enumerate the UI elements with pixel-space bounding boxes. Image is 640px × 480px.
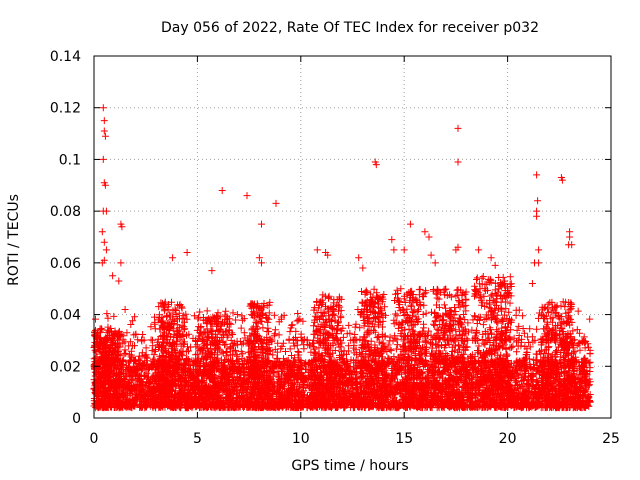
data-point — [229, 309, 237, 317]
data-point — [222, 307, 230, 315]
data-point — [384, 341, 392, 349]
data-point — [351, 336, 359, 344]
data-point — [526, 325, 534, 333]
data-points — [90, 104, 594, 412]
data-point — [232, 316, 240, 324]
data-point — [237, 324, 245, 332]
data-point — [123, 329, 131, 337]
data-point — [238, 316, 246, 324]
data-point — [142, 344, 150, 352]
data-point — [110, 312, 118, 320]
data-point — [270, 311, 278, 319]
data-point — [274, 339, 282, 347]
grid-lines — [94, 56, 611, 418]
data-point — [464, 336, 472, 344]
data-point — [586, 315, 594, 323]
data-point — [127, 321, 135, 328]
data-point — [585, 343, 592, 351]
data-point — [294, 348, 302, 355]
data-point — [187, 343, 195, 351]
data-point — [294, 316, 302, 324]
data-point — [271, 326, 279, 334]
data-point — [356, 324, 364, 332]
data-point — [286, 345, 294, 353]
data-point — [513, 348, 521, 356]
data-point — [576, 346, 584, 354]
data-point — [232, 346, 239, 354]
data-point — [526, 343, 534, 351]
data-point — [230, 389, 238, 397]
data-point — [464, 319, 472, 327]
data-point — [92, 315, 99, 323]
data-point — [190, 312, 198, 320]
data-point — [147, 323, 155, 331]
data-point — [139, 331, 147, 338]
chart-title: Day 056 of 2022, Rate Of TEC Index for r… — [161, 20, 539, 36]
data-point — [203, 307, 211, 315]
data-point — [288, 321, 296, 329]
data-point — [103, 310, 111, 318]
data-point — [533, 325, 541, 333]
data-point — [148, 347, 156, 355]
data-point — [392, 345, 400, 353]
data-point — [121, 306, 129, 313]
data-point — [240, 329, 248, 337]
data-point — [387, 347, 395, 355]
data-point — [275, 331, 283, 339]
